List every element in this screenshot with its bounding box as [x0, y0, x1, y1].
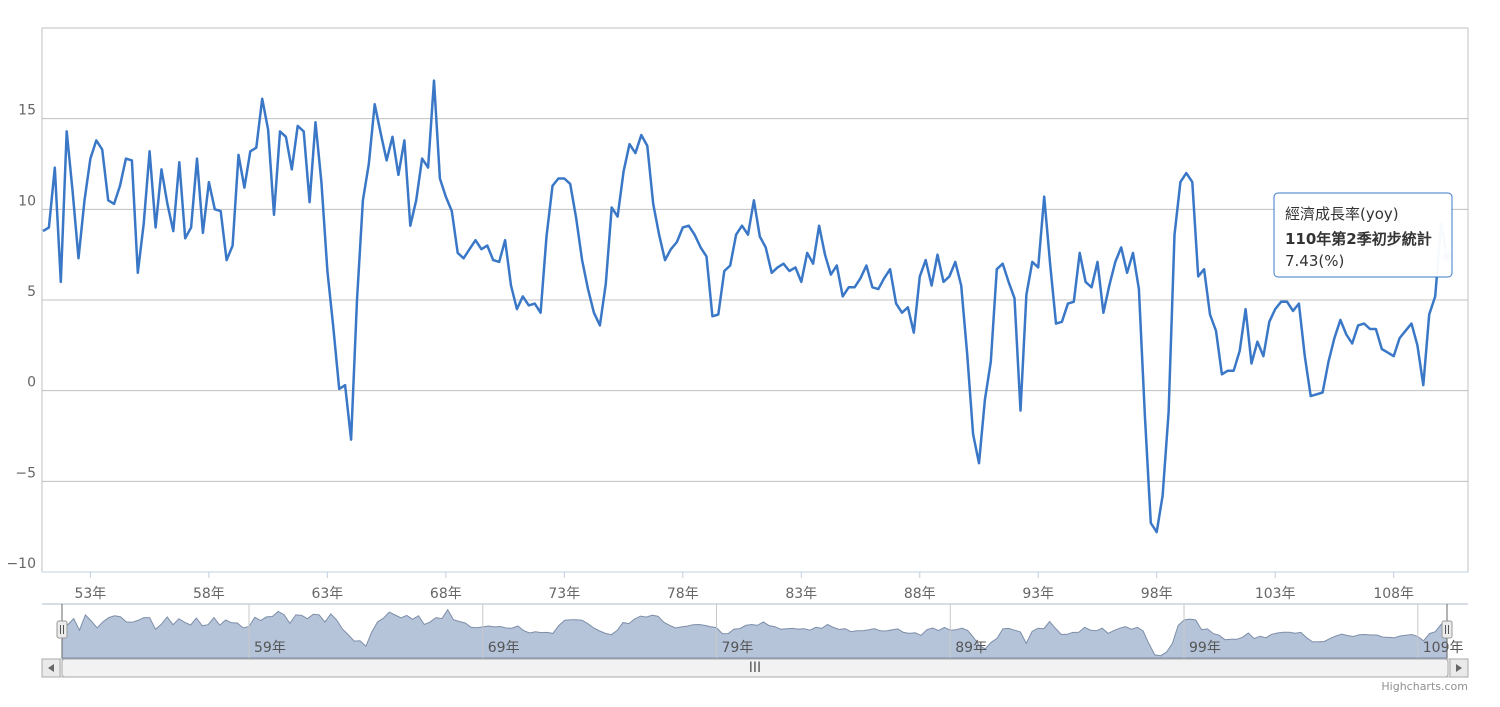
scrollbar-grip: III: [749, 660, 761, 676]
y-tick-label: 5: [27, 284, 36, 300]
y-tick-label: 0: [27, 375, 36, 391]
credits-link[interactable]: Highcharts.com: [1381, 680, 1468, 693]
tooltip: 經濟成長率(yoy) 110年第2季初步統計 7.43(%): [1273, 192, 1453, 278]
x-tick-label: 108年: [1373, 586, 1414, 602]
navigator-tick-label: 59年: [254, 640, 286, 656]
tooltip-box: [1273, 192, 1453, 278]
x-axis: 53年 58年 63年 68年 73年 78年 83年 88年 93年 98年 103年 108年: [42, 571, 1468, 602]
x-tick-label: 93年: [1022, 586, 1054, 602]
y-gridlines: [41, 27, 1469, 573]
navigator[interactable]: 59年 69年 79年 89年 99年 109年: [42, 603, 1468, 659]
y-axis-labels: −10 −5 0 5 10 15: [6, 103, 36, 572]
navigator-series: [61, 608, 1448, 659]
handle-box: [56, 620, 68, 639]
navigator-tick-label: 69年: [488, 640, 520, 656]
y-tick-label: 10: [18, 193, 36, 209]
scroll-right-arrow-icon: [1456, 664, 1462, 672]
scroll-left-arrow-icon: [48, 664, 54, 672]
x-tick-label: 68年: [430, 586, 462, 602]
x-tick-label: 63年: [311, 586, 343, 602]
plot-area[interactable]: [42, 79, 1453, 534]
navigator-left-handle[interactable]: [56, 604, 68, 658]
x-tick-label: 83年: [785, 586, 817, 602]
navigator-tick-label: 99年: [1189, 640, 1221, 656]
navigator-tick-label: 79年: [722, 640, 754, 656]
handle-box: [1441, 620, 1453, 639]
y-tick-label: 15: [18, 103, 36, 119]
tooltip-value: 7.43(%): [1285, 252, 1344, 270]
x-tick-label: 58年: [193, 586, 225, 602]
navigator-tick-label: 89年: [955, 640, 987, 656]
series-line: [42, 79, 1449, 534]
scrollbar-thumb: [61, 658, 1449, 678]
navigator-right-handle[interactable]: [1441, 604, 1453, 658]
navigator-tick-label: 109年: [1423, 640, 1464, 656]
x-tick-label: 78年: [667, 586, 699, 602]
x-tick-label: 103年: [1255, 586, 1296, 602]
x-tick-label: 88年: [904, 586, 936, 602]
x-tick-label: 73年: [548, 586, 580, 602]
scrollbar[interactable]: III: [41, 658, 1469, 678]
tooltip-point-label: 110年第2季初步統計: [1285, 230, 1432, 248]
x-tick-label: 98年: [1141, 586, 1173, 602]
y-tick-label: −5: [15, 465, 36, 481]
y-tick-label: −10: [6, 556, 36, 572]
x-tick-label: 53年: [74, 586, 106, 602]
tooltip-series-name: 經濟成長率(yoy): [1285, 205, 1399, 223]
